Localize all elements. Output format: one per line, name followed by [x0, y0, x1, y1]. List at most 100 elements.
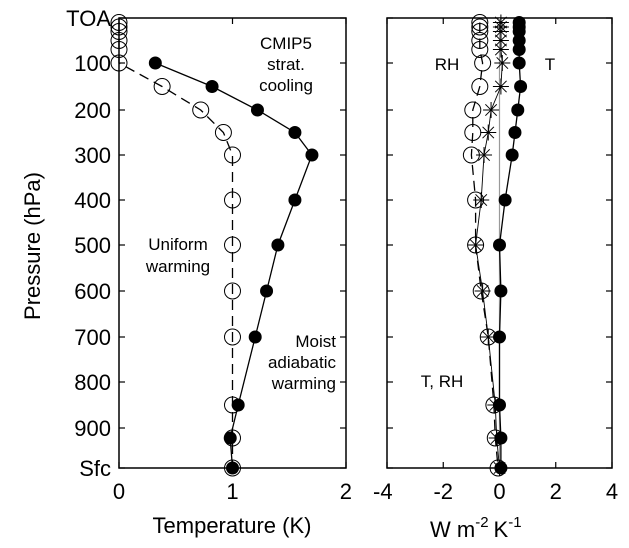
right-point-filled — [494, 284, 508, 298]
right-point-asterisk — [492, 78, 509, 95]
right-point-open — [471, 32, 489, 49]
left-series-line-1 — [118, 22, 234, 468]
right-point-filled — [514, 80, 528, 93]
left-point-open — [224, 459, 241, 477]
annotation-strat-cooling: CMIP5 — [260, 34, 312, 53]
right-point-open — [471, 14, 489, 31]
right-point-filled — [508, 126, 522, 139]
left-point-open — [224, 236, 241, 254]
right-series-line-1 — [470, 22, 499, 469]
right-x-tick-label: -4 — [373, 479, 393, 504]
left-point-open — [224, 282, 241, 300]
annotation-strat-cooling: cooling — [259, 76, 313, 95]
annotation-t: T — [545, 55, 555, 74]
right-point-asterisk — [492, 23, 509, 40]
right-point-open — [464, 101, 482, 119]
left-point-filled — [231, 398, 245, 412]
y-tick-label: 900 — [74, 416, 111, 441]
right-point-asterisk — [488, 430, 505, 446]
y-tick-label: 700 — [74, 325, 111, 350]
left-point-filled — [260, 284, 274, 298]
annotation-strat-cooling: strat. — [267, 55, 305, 74]
left-point-filled — [288, 126, 302, 139]
left-point-filled — [205, 80, 219, 93]
left-point-open — [224, 328, 241, 346]
right-point-filled — [498, 193, 512, 207]
y-tick-label: Sfc — [79, 456, 111, 481]
annotation-t-rh: T, RH — [421, 372, 464, 391]
annotation-uniform-warming: warming — [145, 257, 210, 276]
right-point-open — [474, 54, 492, 72]
left-point-open — [224, 146, 241, 164]
left-point-open — [192, 101, 210, 119]
right-x-axis-title-exp2: -1 — [508, 514, 521, 531]
right-x-axis-title: W m-2 K-1 — [430, 514, 522, 542]
right-point-asterisk — [494, 55, 511, 71]
right-point-asterisk — [467, 237, 484, 253]
y-tick-label: 500 — [74, 233, 111, 258]
left-x-axis-title: Temperature (K) — [153, 513, 312, 538]
right-point-open — [471, 18, 489, 36]
y-tick-label: 200 — [74, 98, 111, 123]
right-point-asterisk — [491, 460, 508, 476]
right-point-filled — [512, 25, 526, 38]
right-point-filled — [512, 43, 526, 56]
left-x-tick-label: 1 — [226, 479, 238, 504]
right-x-axis-title-k: K — [494, 517, 509, 542]
left-point-open — [224, 429, 241, 447]
right-point-open — [471, 23, 489, 40]
left-point-filled — [248, 330, 262, 344]
annotation-rh: RH — [435, 55, 460, 74]
right-point-asterisk — [480, 124, 497, 141]
right-x-axis-title-main: W m — [430, 517, 475, 542]
right-point-open — [471, 41, 489, 58]
left-point-filled — [148, 56, 162, 70]
annotation-moist-adiabatic: warming — [271, 374, 336, 393]
y-tick-label: 300 — [74, 143, 111, 168]
y-tick-label: 400 — [74, 188, 111, 213]
left-point-open — [110, 41, 128, 58]
right-point-asterisk — [492, 41, 509, 58]
left-point-open — [224, 396, 241, 414]
right-x-tick-label: 4 — [606, 479, 618, 504]
left-point-open — [110, 23, 128, 40]
left-point-open — [110, 32, 128, 49]
y-axis-title: Pressure (hPa) — [20, 172, 45, 320]
left-point-filled — [288, 193, 302, 207]
right-point-asterisk — [480, 329, 497, 345]
left-point-open — [224, 191, 241, 209]
left-point-filled — [271, 238, 285, 252]
left-point-open — [110, 54, 128, 72]
right-point-filled — [493, 238, 506, 252]
left-point-open — [153, 78, 171, 95]
left-point-filled — [223, 431, 237, 445]
right-point-filled — [493, 330, 506, 344]
y-tick-label: 600 — [74, 279, 111, 304]
right-point-asterisk — [487, 397, 504, 413]
left-point-open — [110, 18, 128, 36]
annotation-uniform-warming: Uniform — [148, 235, 208, 254]
right-point-filled — [511, 103, 525, 117]
annotation-moist-adiabatic: adiabatic — [268, 353, 337, 372]
y-tick-label: TOA — [66, 6, 111, 31]
right-point-asterisk — [473, 192, 490, 208]
left-x-tick-label: 0 — [113, 479, 125, 504]
left-point-filled — [250, 103, 264, 117]
right-x-tick-label: -2 — [433, 479, 453, 504]
right-point-open — [471, 78, 489, 95]
left-x-tick-label: 2 — [340, 479, 352, 504]
annotation-moist-adiabatic: Moist — [295, 332, 336, 351]
right-point-asterisk — [483, 102, 500, 118]
right-panel: -4 -2 0 2 4 RH T T, RH — [373, 14, 618, 504]
right-point-filled — [505, 148, 519, 162]
right-point-asterisk — [474, 283, 491, 299]
y-tick-label: 100 — [74, 51, 111, 76]
right-x-axis-title-exp1: -2 — [475, 514, 488, 531]
left-point-open — [110, 14, 128, 31]
right-point-filled — [512, 56, 526, 70]
left-point-filled — [305, 148, 319, 162]
right-x-tick-label: 0 — [493, 479, 505, 504]
right-point-filled — [512, 34, 526, 47]
